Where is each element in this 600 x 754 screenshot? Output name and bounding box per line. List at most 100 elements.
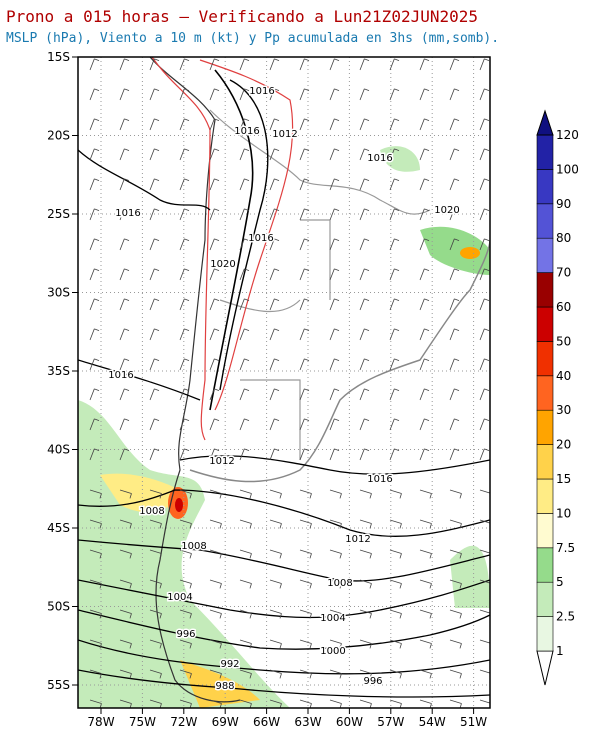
barb	[89, 328, 95, 341]
barb	[424, 178, 430, 182]
barb	[484, 448, 490, 452]
barb	[214, 298, 220, 302]
barb	[424, 388, 430, 392]
barb	[239, 699, 252, 704]
barb	[419, 298, 425, 311]
barb	[304, 148, 310, 152]
barb	[329, 268, 335, 281]
barb	[244, 148, 250, 152]
barb	[269, 238, 275, 251]
barb	[429, 493, 432, 499]
barb	[454, 178, 460, 182]
barb	[179, 358, 185, 371]
barb	[99, 523, 102, 529]
barb	[429, 553, 432, 559]
terrain-contour	[209, 69, 254, 411]
barb	[479, 148, 485, 161]
barb	[339, 673, 342, 679]
barb	[244, 298, 250, 302]
barb	[149, 208, 155, 221]
precip-area	[100, 473, 180, 513]
isobar-label: 1016	[108, 370, 133, 381]
barb	[454, 238, 460, 242]
barb	[329, 358, 335, 371]
barb	[239, 418, 245, 431]
barb	[274, 418, 280, 422]
barb	[159, 673, 162, 679]
barb	[369, 613, 372, 619]
barb	[219, 643, 222, 649]
barb	[339, 553, 342, 559]
isobar-label: 1008	[327, 578, 352, 589]
colorbar-label: 15	[556, 472, 571, 486]
barb	[449, 489, 462, 494]
barb	[124, 418, 130, 422]
barb	[339, 523, 342, 529]
barb	[94, 418, 100, 422]
barb	[419, 639, 432, 644]
barb	[209, 609, 222, 614]
barb	[389, 519, 402, 524]
barb	[239, 118, 245, 131]
barb	[359, 238, 365, 251]
isobar-label: 1020	[434, 205, 459, 216]
barb	[154, 448, 160, 452]
lon-label: 57W	[377, 715, 404, 729]
barb	[209, 298, 215, 311]
colorbar-label: 90	[556, 197, 571, 211]
barb	[454, 148, 460, 152]
barb	[214, 238, 220, 242]
barb	[244, 208, 250, 212]
barb	[89, 268, 95, 281]
barb	[269, 148, 275, 161]
barb	[359, 268, 365, 281]
barb	[484, 88, 490, 92]
barb	[274, 388, 280, 392]
lon-label: 69W	[212, 715, 239, 729]
barb	[189, 673, 192, 679]
barb	[364, 118, 370, 122]
barb	[329, 298, 335, 311]
barb	[359, 418, 365, 431]
barb	[364, 298, 370, 302]
barb	[209, 448, 215, 461]
barb	[94, 268, 100, 272]
barb	[189, 523, 192, 529]
barb	[154, 238, 160, 242]
barb	[249, 643, 252, 649]
barb	[299, 489, 312, 494]
barb	[424, 148, 430, 152]
barb	[329, 699, 342, 704]
barb	[209, 178, 215, 191]
barb	[334, 418, 340, 422]
barb	[179, 268, 185, 281]
barb	[419, 699, 432, 704]
barb	[274, 58, 280, 62]
barb	[269, 58, 275, 71]
precip-area	[450, 545, 490, 608]
barb	[89, 58, 95, 71]
barb	[299, 298, 305, 311]
barb	[184, 238, 190, 242]
barb	[239, 238, 245, 251]
barb	[179, 489, 192, 494]
barb	[89, 238, 95, 251]
colorbar-box	[536, 547, 554, 583]
barb	[149, 669, 162, 674]
isobar-label: 1004	[320, 613, 345, 624]
barb	[149, 699, 162, 704]
barb	[394, 298, 400, 302]
barb	[359, 669, 372, 674]
barb	[394, 388, 400, 392]
barb	[184, 208, 190, 212]
barb	[179, 148, 185, 161]
barb	[209, 268, 215, 281]
barb	[274, 208, 280, 212]
barb	[299, 118, 305, 131]
barb	[419, 418, 425, 431]
isobar-label: 1012	[272, 129, 297, 140]
barb	[119, 639, 132, 644]
isobar-label: 1008	[181, 541, 206, 552]
barb	[179, 549, 192, 554]
colorbar-box	[536, 272, 554, 308]
